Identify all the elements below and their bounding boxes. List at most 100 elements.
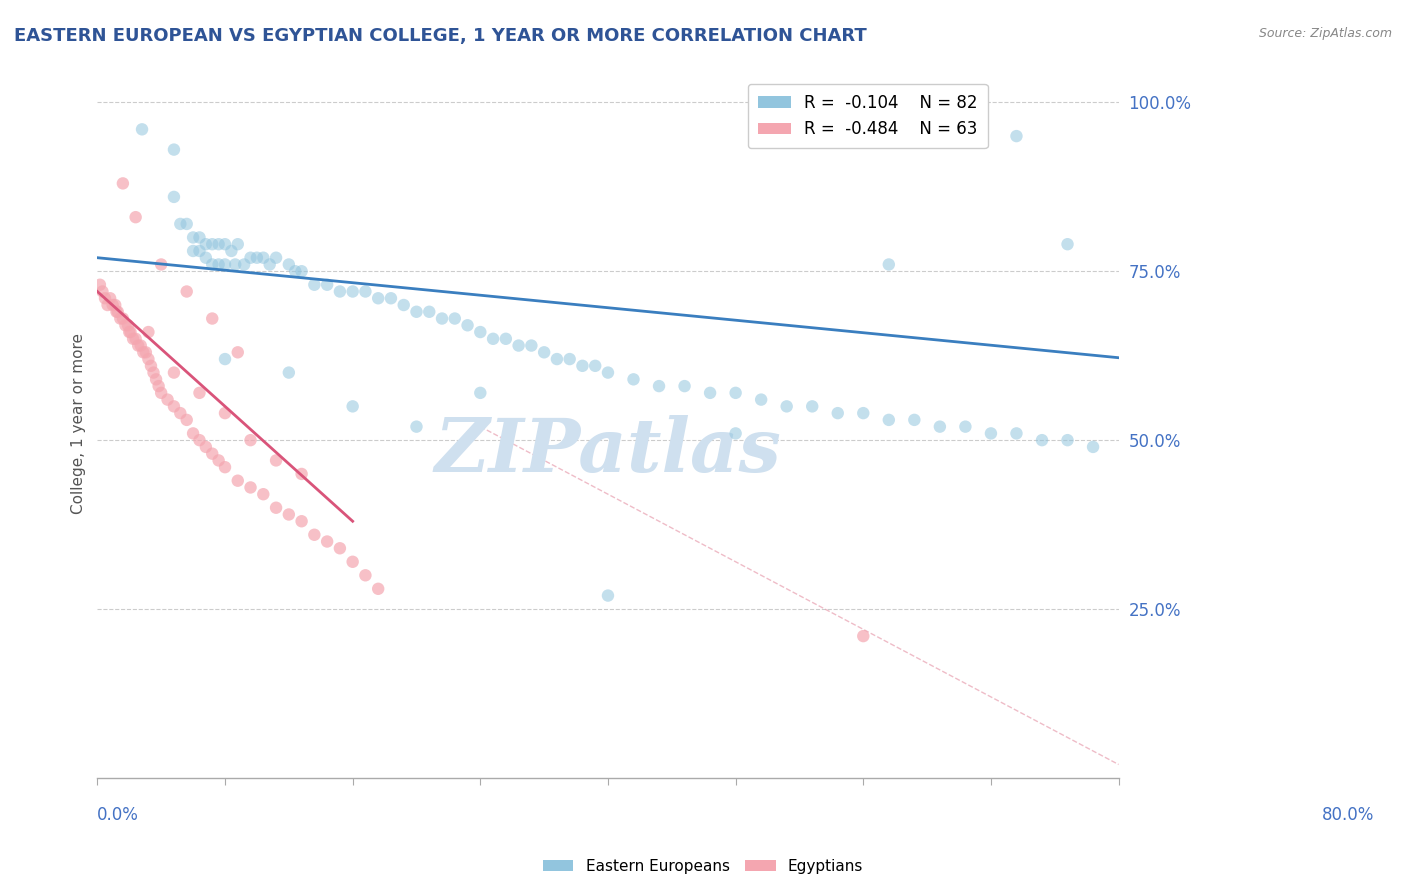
Point	[277, 366, 299, 380]
Point	[316, 277, 339, 292]
Point	[239, 480, 262, 494]
Point	[201, 311, 224, 326]
Point	[97, 298, 120, 312]
Point	[852, 629, 875, 643]
Text: Source: ZipAtlas.com: Source: ZipAtlas.com	[1258, 27, 1392, 40]
Point	[304, 527, 326, 541]
Point	[181, 244, 204, 258]
Point	[124, 210, 146, 224]
Point	[148, 379, 170, 393]
Point	[329, 541, 352, 556]
Point	[354, 285, 377, 299]
Point	[583, 359, 606, 373]
Point	[142, 366, 165, 380]
Point	[226, 345, 249, 359]
Point	[955, 419, 977, 434]
Point	[1081, 440, 1104, 454]
Point	[169, 406, 191, 420]
Text: 80.0%: 80.0%	[1322, 806, 1374, 824]
Point	[291, 514, 314, 528]
Point	[176, 217, 198, 231]
Point	[457, 318, 479, 333]
Point	[246, 251, 269, 265]
Point	[91, 285, 114, 299]
Point	[252, 487, 274, 501]
Text: EASTERN EUROPEAN VS EGYPTIAN COLLEGE, 1 YEAR OR MORE CORRELATION CHART: EASTERN EUROPEAN VS EGYPTIAN COLLEGE, 1 …	[14, 27, 868, 45]
Point	[138, 325, 160, 339]
Point	[194, 440, 217, 454]
Point	[107, 305, 129, 319]
Point	[495, 332, 517, 346]
Point	[520, 338, 543, 352]
Point	[233, 257, 256, 271]
Point	[259, 257, 281, 271]
Point	[221, 244, 243, 258]
Point	[546, 352, 568, 367]
Point	[470, 385, 492, 400]
Point	[207, 257, 229, 271]
Point	[571, 359, 593, 373]
Y-axis label: College, 1 year or more: College, 1 year or more	[72, 333, 86, 514]
Point	[648, 379, 671, 393]
Point	[980, 426, 1002, 441]
Point	[98, 291, 121, 305]
Point	[673, 379, 696, 393]
Point	[329, 285, 352, 299]
Point	[418, 305, 440, 319]
Point	[207, 237, 229, 252]
Point	[304, 277, 326, 292]
Point	[724, 385, 747, 400]
Point	[214, 406, 236, 420]
Point	[132, 345, 155, 359]
Point	[277, 508, 299, 522]
Point	[264, 500, 287, 515]
Point	[558, 352, 581, 367]
Point	[131, 122, 153, 136]
Point	[188, 244, 211, 258]
Point	[903, 413, 925, 427]
Point	[181, 230, 204, 244]
Point	[181, 426, 204, 441]
Point	[163, 190, 186, 204]
Point	[405, 419, 427, 434]
Point	[470, 325, 492, 339]
Point	[122, 332, 145, 346]
Point	[194, 251, 217, 265]
Point	[827, 406, 849, 420]
Point	[89, 277, 111, 292]
Point	[150, 385, 173, 400]
Point	[316, 534, 339, 549]
Point	[342, 555, 364, 569]
Point	[214, 352, 236, 367]
Point	[405, 305, 427, 319]
Point	[101, 298, 124, 312]
Point	[239, 251, 262, 265]
Point	[508, 338, 530, 352]
Point	[354, 568, 377, 582]
Point	[430, 311, 453, 326]
Point	[117, 318, 139, 333]
Point	[224, 257, 246, 271]
Point	[1031, 433, 1053, 447]
Point	[94, 291, 117, 305]
Point	[877, 257, 900, 271]
Point	[150, 257, 173, 271]
Point	[367, 291, 389, 305]
Point	[928, 419, 950, 434]
Legend: Eastern Europeans, Egyptians: Eastern Europeans, Egyptians	[537, 853, 869, 880]
Point	[596, 366, 619, 380]
Point	[1005, 129, 1028, 144]
Point	[176, 413, 198, 427]
Point	[118, 325, 141, 339]
Point	[207, 453, 229, 467]
Point	[194, 237, 217, 252]
Point	[596, 589, 619, 603]
Point	[877, 413, 900, 427]
Point	[129, 338, 152, 352]
Point	[127, 338, 149, 352]
Point	[482, 332, 505, 346]
Text: ZIPatlas: ZIPatlas	[434, 416, 782, 488]
Point	[114, 318, 136, 333]
Point	[156, 392, 179, 407]
Point	[201, 237, 224, 252]
